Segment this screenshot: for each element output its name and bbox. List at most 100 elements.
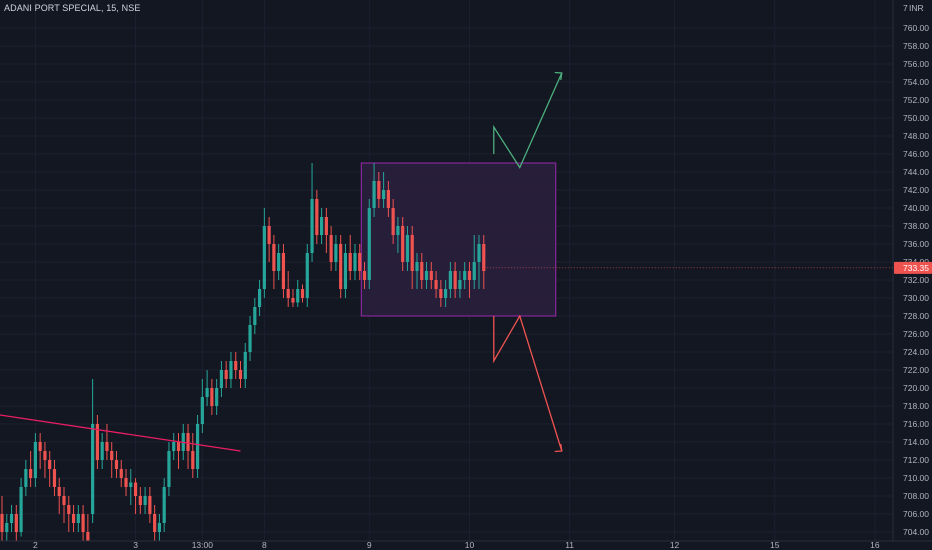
price-tick-label: 728.00 (903, 311, 929, 321)
candle-body (262, 226, 266, 289)
price-axis-top-label: 7 (903, 3, 908, 13)
trendline[interactable] (0, 414, 241, 452)
candle-body (300, 289, 305, 298)
time-tick-label: 12 (670, 540, 680, 550)
drawings[interactable] (0, 71, 893, 453)
candle-body (291, 298, 295, 303)
price-axis-background (893, 0, 932, 550)
candle-body (329, 235, 333, 262)
candle-body (167, 451, 171, 487)
symbol-title: ADANI PORT SPECIAL, 15, NSE (4, 3, 141, 13)
price-tick-label: 722.00 (903, 365, 929, 375)
candle-body (444, 289, 448, 298)
candle-body (334, 244, 338, 262)
candle-body (358, 253, 362, 271)
candle-body (224, 370, 228, 379)
price-tick-label: 732.00 (903, 275, 929, 285)
projection-down[interactable] (493, 314, 563, 452)
currency-label: INR (909, 3, 924, 13)
candle-body (353, 253, 357, 271)
candle-body (482, 244, 486, 271)
time-tick-label: 16 (870, 540, 880, 550)
candle-body (415, 262, 419, 271)
candle-body (67, 505, 71, 514)
candle-body (272, 244, 276, 271)
price-tick-label: 708.00 (903, 491, 929, 501)
candle-body (29, 469, 33, 478)
candle-body (124, 478, 128, 487)
candle-body (410, 235, 414, 271)
current-price-badge[interactable] (894, 261, 932, 274)
price-tick-label: 710.00 (903, 473, 929, 483)
candle-body (71, 514, 76, 523)
candle-body (172, 442, 176, 451)
price-tick-label: 742.00 (903, 185, 929, 195)
candle-body (257, 289, 262, 307)
candle-body (234, 361, 238, 370)
candle-body (38, 442, 42, 451)
time-axis[interactable]: 2 3 13:00 8 9 10 11 12 15 16 (0, 540, 932, 550)
candle-body (24, 469, 28, 487)
candle-body (105, 442, 109, 451)
candle-body (467, 271, 472, 280)
candle-body (243, 352, 247, 379)
candle-body (162, 487, 166, 523)
candle-body (0, 514, 4, 532)
candle-body (277, 253, 281, 271)
price-tick-label: 720.00 (903, 383, 929, 393)
candle-body (324, 217, 328, 235)
candle-body (114, 460, 119, 469)
candle-body (195, 424, 200, 469)
consolidation-rectangle[interactable] (360, 162, 557, 317)
candle-body (396, 226, 400, 235)
candle-body (210, 388, 214, 406)
candle-body (477, 244, 481, 262)
candle-body (86, 532, 90, 541)
current-price-label: 733.35 (903, 263, 929, 273)
candle-body (52, 469, 57, 487)
price-tick-label: 748.00 (903, 131, 929, 141)
projection-down-arrowhead (554, 443, 563, 453)
projection-up[interactable] (493, 72, 563, 169)
candle-body (62, 496, 66, 505)
candle-body (48, 460, 52, 469)
candle-body (348, 253, 352, 271)
price-tick-label: 718.00 (903, 401, 929, 411)
candle-body (138, 496, 142, 505)
time-tick-label: 15 (770, 540, 780, 550)
candle-body (81, 514, 85, 532)
time-tick-label: 9 (367, 540, 372, 550)
candle-body (76, 514, 80, 523)
candle-body (95, 424, 99, 460)
candle-body (343, 253, 348, 289)
price-tick-label: 756.00 (903, 59, 929, 69)
time-tick-label: 2 (33, 540, 38, 550)
candle-body (401, 226, 405, 262)
candle-body (110, 451, 114, 460)
candle-body (91, 424, 95, 514)
candle-body (129, 482, 133, 487)
time-tick-label: 3 (133, 540, 138, 550)
candle-body (191, 451, 195, 469)
projection-up-arrowhead (554, 71, 563, 81)
candle-body (19, 487, 23, 532)
candle-body (157, 523, 162, 532)
candle-body (43, 451, 47, 460)
candle-body (362, 271, 367, 280)
candle-body (439, 289, 443, 298)
candle-body (391, 208, 395, 235)
candle-body (100, 442, 104, 460)
price-tick-label: 746.00 (903, 149, 929, 159)
candle-body (472, 262, 476, 280)
consolidation-box[interactable] (360, 162, 557, 317)
price-axis[interactable]: 760.00 758.00 756.00 754.00 752.00 750.00 748.… (892, 0, 932, 550)
candle-body (405, 235, 410, 262)
candles (0, 163, 486, 541)
candle-body (57, 487, 61, 496)
price-tick-label: 738.00 (903, 221, 929, 231)
candle-body (186, 433, 190, 451)
price-tick-label: 754.00 (903, 77, 929, 87)
candle-body (310, 199, 314, 253)
candle-body (143, 496, 147, 505)
